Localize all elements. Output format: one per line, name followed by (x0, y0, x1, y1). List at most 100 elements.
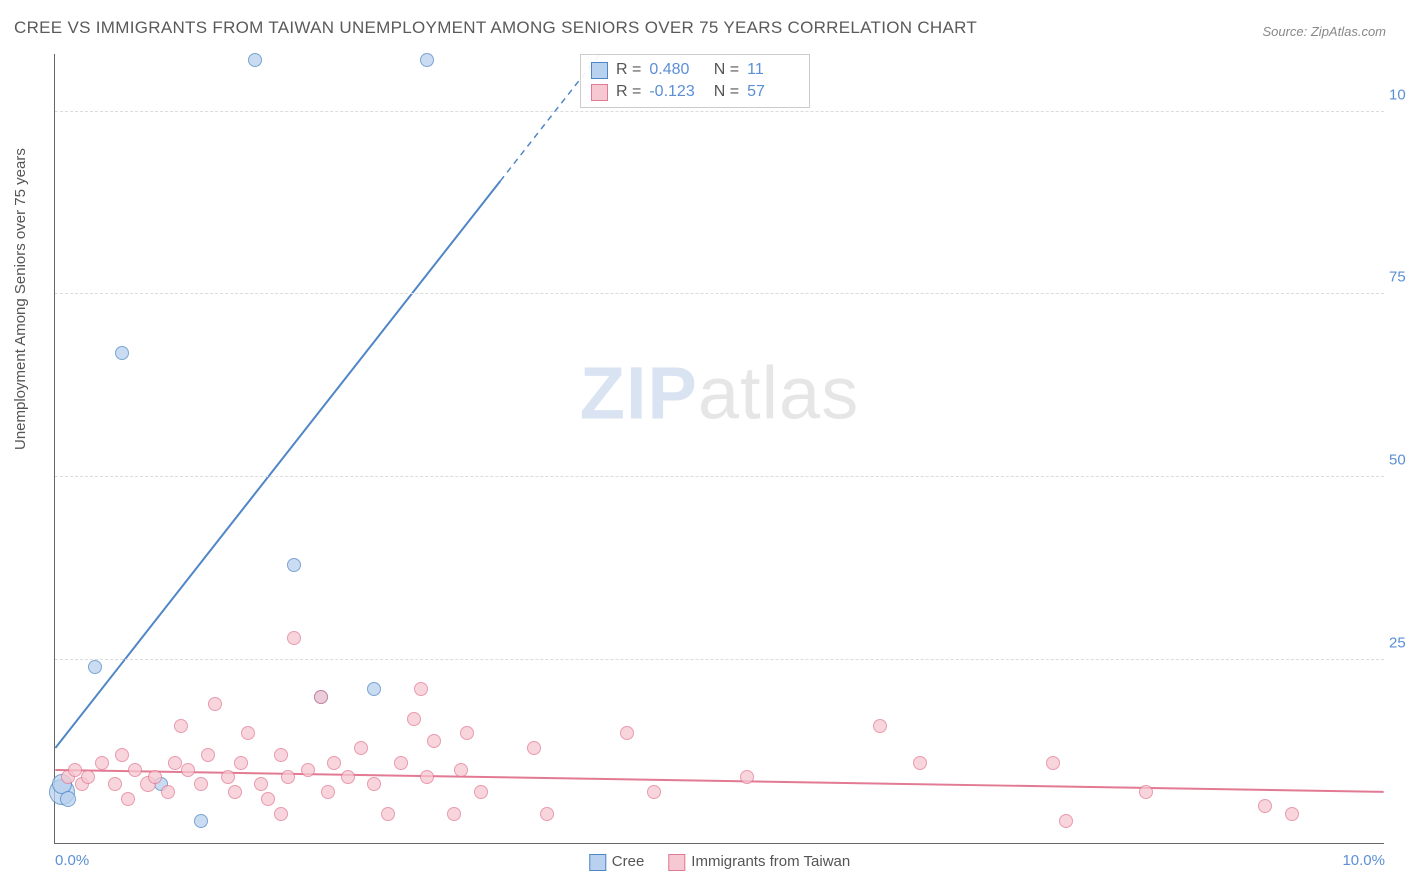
chart-title: CREE VS IMMIGRANTS FROM TAIWAN UNEMPLOYM… (14, 18, 977, 38)
y-tick-label: 50.0% (1389, 452, 1406, 469)
data-point (121, 792, 135, 806)
stats-r-value: 0.480 (649, 61, 701, 79)
plot-area: ZIPatlas R = 0.480 N = 11R = -0.123 N = … (54, 54, 1384, 844)
watermark-atlas: atlas (698, 352, 859, 435)
data-point (454, 763, 468, 777)
data-point (261, 792, 275, 806)
data-point (115, 748, 129, 762)
stats-r-label: R = (616, 83, 641, 101)
y-tick-label: 100.0% (1389, 86, 1406, 103)
watermark-zip: ZIP (580, 352, 698, 435)
stats-row: R = 0.480 N = 11 (591, 59, 799, 81)
y-tick-label: 25.0% (1389, 635, 1406, 652)
watermark: ZIPatlas (580, 351, 859, 436)
data-point (201, 748, 215, 762)
gridline (55, 476, 1384, 477)
data-point (221, 770, 235, 784)
data-point (194, 777, 208, 791)
data-point (1046, 756, 1060, 770)
data-point (1059, 814, 1073, 828)
y-tick-label: 75.0% (1389, 269, 1406, 286)
data-point (321, 785, 335, 799)
data-point (913, 756, 927, 770)
legend-item: Cree (589, 853, 645, 871)
legend-label: Immigrants from Taiwan (691, 853, 850, 870)
stats-swatch (591, 62, 608, 79)
data-point (228, 785, 242, 799)
data-point (88, 660, 102, 674)
gridline (55, 111, 1384, 112)
data-point (327, 756, 341, 770)
data-point (287, 558, 301, 572)
stats-n-label: N = (709, 83, 739, 101)
data-point (68, 763, 82, 777)
data-point (427, 734, 441, 748)
data-point (287, 631, 301, 645)
data-point (281, 770, 295, 784)
data-point (148, 770, 162, 784)
stats-n-label: N = (709, 61, 739, 79)
data-point (1139, 785, 1153, 799)
data-point (314, 690, 328, 704)
data-point (1285, 807, 1299, 821)
stats-row: R = -0.123 N = 57 (591, 81, 799, 103)
data-point (420, 770, 434, 784)
legend: Cree Immigrants from Taiwan (589, 853, 850, 871)
data-point (274, 748, 288, 762)
data-point (301, 763, 315, 777)
data-point (108, 777, 122, 791)
legend-swatch (668, 854, 685, 871)
data-point (248, 53, 262, 67)
data-point (620, 726, 634, 740)
stats-n-value: 11 (747, 61, 799, 79)
data-point (447, 807, 461, 821)
data-point (60, 791, 76, 807)
data-point (367, 682, 381, 696)
data-point (527, 741, 541, 755)
data-point (208, 697, 222, 711)
x-tick-label: 0.0% (55, 852, 89, 869)
data-point (381, 807, 395, 821)
data-point (394, 756, 408, 770)
data-point (274, 807, 288, 821)
trend-lines-layer (55, 54, 1384, 843)
stats-n-value: 57 (747, 83, 799, 101)
data-point (354, 741, 368, 755)
x-tick-label: 10.0% (1342, 852, 1385, 869)
data-point (161, 785, 175, 799)
data-point (1258, 799, 1272, 813)
data-point (367, 777, 381, 791)
data-point (234, 756, 248, 770)
legend-swatch (589, 854, 606, 871)
data-point (254, 777, 268, 791)
data-point (181, 763, 195, 777)
data-point (95, 756, 109, 770)
stats-r-value: -0.123 (649, 83, 701, 101)
data-point (420, 53, 434, 67)
data-point (407, 712, 421, 726)
data-point (128, 763, 142, 777)
stats-box: R = 0.480 N = 11R = -0.123 N = 57 (580, 54, 810, 108)
data-point (647, 785, 661, 799)
data-point (740, 770, 754, 784)
data-point (115, 346, 129, 360)
data-point (174, 719, 188, 733)
data-point (873, 719, 887, 733)
stats-swatch (591, 84, 608, 101)
data-point (414, 682, 428, 696)
legend-label: Cree (612, 853, 645, 870)
gridline (55, 293, 1384, 294)
source-attribution: Source: ZipAtlas.com (1262, 24, 1386, 39)
data-point (460, 726, 474, 740)
data-point (474, 785, 488, 799)
data-point (81, 770, 95, 784)
data-point (168, 756, 182, 770)
y-axis-label: Unemployment Among Seniors over 75 years (12, 148, 29, 450)
legend-item: Immigrants from Taiwan (668, 853, 850, 871)
stats-r-label: R = (616, 61, 641, 79)
data-point (540, 807, 554, 821)
gridline (55, 659, 1384, 660)
data-point (341, 770, 355, 784)
data-point (241, 726, 255, 740)
data-point (194, 814, 208, 828)
